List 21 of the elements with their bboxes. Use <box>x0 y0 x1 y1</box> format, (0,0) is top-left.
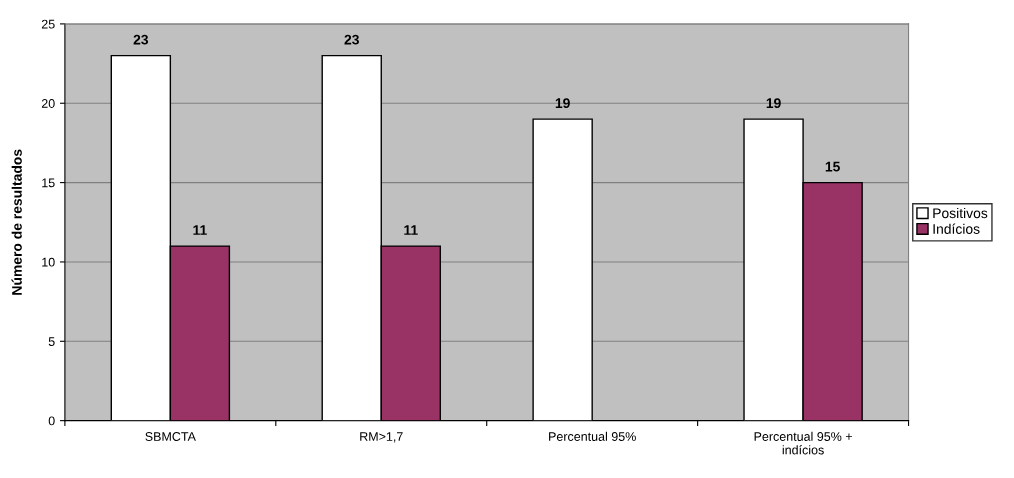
data-label: 19 <box>766 98 781 109</box>
legend-label: Positivos <box>933 207 988 219</box>
y-tick-label: 20 <box>41 99 55 108</box>
y-tick-label: 15 <box>42 178 55 188</box>
x-tick-label: Percentual 95% + indícios <box>754 431 852 455</box>
data-label: 11 <box>404 225 418 235</box>
data-label: 23 <box>344 34 359 45</box>
x-tick-label: SBMCTA <box>145 432 196 441</box>
data-label: 11 <box>193 225 207 235</box>
data-label: 19 <box>555 98 570 109</box>
y-tick-label: 25 <box>41 19 55 29</box>
x-tick-label: Percentual 95% <box>549 431 636 441</box>
y-tick-label: 0 <box>48 416 55 426</box>
x-tick-label: RM>1,7 <box>360 432 403 443</box>
bar <box>532 118 593 421</box>
data-label: 15 <box>825 161 840 172</box>
data-label: 23 <box>133 34 149 45</box>
y-tick-label: 5 <box>48 337 55 346</box>
legend-label: Indícios <box>933 223 980 234</box>
y-tick-label: 10 <box>42 257 55 267</box>
y-axis-title: Número de resultados <box>11 149 22 295</box>
